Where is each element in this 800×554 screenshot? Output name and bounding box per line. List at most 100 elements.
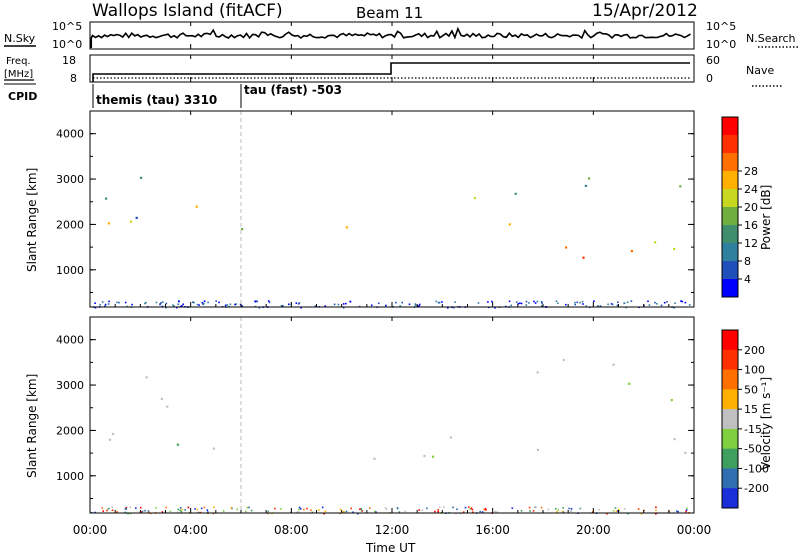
range-gate-cell <box>418 509 420 511</box>
range-gate-cell <box>385 304 387 307</box>
range-gate-cell <box>437 301 440 304</box>
range-gate-cell <box>207 301 209 304</box>
range-gate-cell <box>374 510 376 513</box>
range-gate-cell <box>449 436 452 439</box>
range-gate-cell <box>654 241 657 244</box>
range-gate-cell <box>352 511 354 514</box>
range-gate-cell <box>617 301 619 303</box>
colorbar-segment <box>722 225 738 244</box>
range-gate-cell <box>181 305 183 307</box>
range-gate-cell <box>357 512 359 515</box>
range-gate-cell <box>203 506 206 509</box>
range-gate-cell <box>666 301 668 303</box>
range-gate-cell <box>345 510 348 513</box>
range-gate-cell <box>610 303 613 305</box>
range-gate-cell <box>395 301 397 304</box>
range-gate-cell <box>670 399 673 402</box>
range-gate-cell <box>456 508 458 511</box>
range-gate-cell <box>145 301 147 304</box>
range-gate-cell <box>570 508 573 510</box>
y-tick-label: 1000 <box>56 264 84 277</box>
range-gate-cell <box>582 303 584 305</box>
range-gate-cell <box>306 507 308 510</box>
range-gate-cell <box>147 510 150 512</box>
range-gate-cell <box>370 304 373 307</box>
range-gate-cell <box>508 223 511 226</box>
time-axis: 00:00 04:00 08:00 12:00 16:00 20:00 00:00 <box>73 22 711 537</box>
range-gate-cell <box>241 228 244 231</box>
range-gate-cell <box>339 508 342 511</box>
range-gate-cell <box>616 510 619 512</box>
range-gate-cell <box>182 303 184 306</box>
range-gate-cell <box>525 300 528 303</box>
range-gate-cell <box>111 509 114 511</box>
range-gate-cell <box>345 226 348 229</box>
range-gate-cell <box>165 306 167 309</box>
range-gate-cell <box>437 510 439 513</box>
range-gate-cell <box>473 197 476 200</box>
range-gate-cell <box>627 512 629 515</box>
range-gate-cell <box>414 303 417 305</box>
power-ylabel: Slant Range [km] <box>25 168 39 272</box>
range-gate-cell <box>614 507 617 509</box>
range-gate-cell <box>679 185 682 188</box>
y-tick-label: 4000 <box>56 128 84 141</box>
power-colorbar-title: Power [dB] <box>759 185 773 250</box>
range-gate-cell <box>681 300 684 303</box>
range-gate-cell <box>321 506 324 509</box>
range-gate-cell <box>418 303 421 306</box>
range-gate-cell <box>181 508 183 511</box>
range-gate-cell <box>408 303 411 306</box>
range-gate-cell <box>468 506 470 508</box>
range-gate-cell <box>196 508 199 511</box>
range-gate-cell <box>179 509 182 512</box>
range-gate-cell <box>385 508 388 511</box>
noise-left-bottom-tick: 10^0 <box>52 38 82 51</box>
velocity-heatmap <box>91 317 690 515</box>
noise-right-label: N.Search <box>746 32 796 45</box>
range-gate-cell <box>140 511 142 513</box>
range-gate-cell <box>125 507 127 509</box>
range-gate-cell <box>593 300 595 302</box>
range-gate-cell <box>177 511 179 514</box>
range-gate-cell <box>165 302 168 305</box>
freq-label-line2: [MHz] <box>4 69 33 80</box>
range-gate-cell <box>674 302 676 304</box>
range-gate-cell <box>517 303 520 305</box>
range-gate-cell <box>469 508 472 510</box>
range-gate-cell <box>597 305 599 307</box>
range-gate-cell <box>623 302 626 304</box>
colorbar-segment <box>722 279 738 298</box>
range-gate-cell <box>516 301 518 303</box>
range-gate-cell <box>178 300 180 302</box>
colorbar-segment <box>722 409 738 430</box>
range-gate-cell <box>248 506 250 509</box>
range-gate-cell <box>655 506 657 509</box>
range-gate-cell <box>173 305 175 307</box>
range-gate-cell <box>404 510 406 513</box>
range-gate-cell <box>581 300 584 303</box>
range-gate-cell <box>282 305 284 307</box>
range-gate-cell <box>176 443 179 446</box>
range-gate-cell <box>196 303 199 306</box>
range-gate-cell <box>145 376 148 379</box>
colorbar-segment <box>722 488 738 509</box>
range-gate-cell <box>536 371 539 374</box>
range-gate-cell <box>140 506 142 509</box>
range-gate-cell <box>105 197 108 200</box>
range-gate-cell <box>155 507 157 509</box>
colorbar-tick-label: 28 <box>744 165 758 178</box>
range-gate-cell <box>555 300 558 302</box>
range-gate-cell <box>295 302 298 304</box>
range-gate-cell <box>570 510 572 513</box>
range-gate-cell <box>556 511 558 513</box>
range-gate-cell <box>423 454 426 458</box>
freq-left-top-tick: 18 <box>62 54 76 67</box>
range-gate-cell <box>454 301 456 303</box>
range-gate-cell <box>108 300 110 303</box>
range-gate-cell <box>288 303 290 306</box>
noise-left-top-tick: 10^5 <box>52 20 82 33</box>
colorbar-tick-label: 16 <box>744 219 758 232</box>
range-gate-cell <box>426 507 428 510</box>
